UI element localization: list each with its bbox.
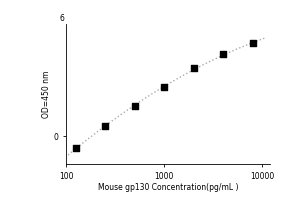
Y-axis label: OD=450 nm: OD=450 nm	[42, 70, 51, 118]
Point	[221, 53, 226, 56]
Point	[132, 105, 137, 108]
Point	[250, 42, 255, 45]
Point	[73, 147, 78, 150]
Text: 6: 6	[59, 14, 64, 23]
Point	[162, 85, 167, 89]
Point	[191, 67, 196, 70]
X-axis label: Mouse gp130 Concentration(pg/mL ): Mouse gp130 Concentration(pg/mL )	[98, 183, 238, 192]
Point	[103, 124, 107, 127]
